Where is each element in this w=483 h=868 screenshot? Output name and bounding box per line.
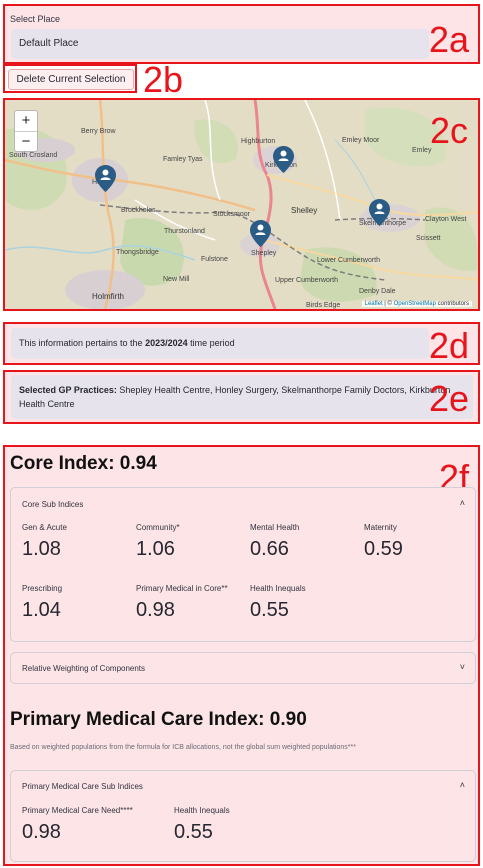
map-label: Scissett — [416, 235, 441, 242]
attribution-separator: | © — [382, 301, 394, 307]
metric-maternity: Maternity 0.59 — [364, 523, 403, 561]
map-label: Holmfirth — [92, 292, 125, 301]
map-tiles — [5, 100, 478, 309]
map-zoom-control: + − — [14, 110, 38, 152]
metric-value: 0.55 — [174, 821, 213, 843]
map-label: Upper Cumberworth — [275, 277, 339, 284]
map-section[interactable]: + − Berry Brow South Crosland Highburton… — [3, 98, 480, 311]
map-label: South Crosland — [9, 152, 58, 159]
map-pin-person-icon[interactable] — [273, 146, 294, 173]
indices-section: Core Index: 0.94 2f Core Sub Indices ˄ G… — [3, 445, 480, 866]
chevron-up-icon[interactable]: ˄ — [459, 498, 465, 508]
metric-pmc-health-inequals: Health Inequals 0.55 — [174, 806, 230, 844]
primary-medical-care-note: Based on weighted populations from the f… — [10, 744, 356, 751]
metric-label: Mental Health — [250, 523, 300, 532]
chevron-down-icon[interactable]: ˅ — [459, 662, 465, 672]
map-label: Shelley — [291, 206, 318, 215]
map-label: Shepley — [251, 250, 277, 257]
map-label: New Mill — [163, 276, 190, 283]
metric-community: Community* 1.06 — [136, 523, 180, 561]
core-index-title: Core Index: 0.94 — [10, 453, 157, 474]
metric-mental-health: Mental Health 0.66 — [250, 523, 299, 561]
metric-gen-acute: Gen & Acute 1.08 — [22, 523, 67, 561]
map-label: Thurstonland — [164, 228, 205, 235]
attribution-suffix: contributors — [435, 301, 469, 307]
section-tag-2d: 2d — [428, 325, 469, 366]
metric-label: Gen & Acute — [22, 523, 67, 532]
map-label: Stocksmoor — [213, 211, 250, 218]
pmc-sub-indices-expander: Primary Medical Care Sub Indices ˄ Prima… — [10, 770, 476, 862]
core-sub-indices-header[interactable]: Core Sub Indices — [22, 500, 84, 509]
primary-medical-care-index-title: Primary Medical Care Index: 0.90 — [10, 709, 307, 730]
metric-value: 0.98 — [136, 599, 175, 621]
map-pin-person-icon[interactable] — [95, 165, 116, 192]
map-pin-person-icon[interactable] — [369, 199, 390, 226]
map-label: Birds Edge — [306, 302, 341, 309]
map-label: Fulstone — [201, 256, 228, 263]
map-label: Berry Brow — [81, 128, 116, 135]
metric-label: Maternity — [364, 523, 397, 532]
metric-prescribing: Prescribing 1.04 — [22, 584, 62, 622]
delete-current-selection-button[interactable]: Delete Current Selection — [8, 69, 134, 90]
time-period-prefix: This information pertains to the — [19, 338, 146, 348]
relative-weighting-header[interactable]: Relative Weighting of Components — [22, 664, 146, 673]
metric-label: Prescribing — [22, 584, 63, 593]
map-label: Clayton West — [425, 216, 467, 223]
map-pin-person-icon[interactable] — [250, 220, 271, 247]
metric-value: 1.04 — [22, 599, 61, 621]
select-place-label: Select Place — [10, 14, 61, 24]
section-tag-2e: 2e — [428, 378, 469, 419]
pmc-sub-indices-header[interactable]: Primary Medical Care Sub Indices — [22, 782, 143, 791]
leaflet-link[interactable]: Leaflet — [364, 301, 383, 307]
map-label: Emley — [412, 147, 432, 154]
select-place-dropdown[interactable]: Default Place — [11, 29, 429, 59]
osm-link[interactable]: OpenStreetMap — [393, 301, 436, 307]
map-label: Denby Dale — [359, 288, 396, 295]
metric-health-inequals: Health Inequals 0.55 — [250, 584, 306, 622]
chevron-up-icon[interactable]: ˄ — [459, 780, 465, 790]
metric-label: Primary Medical in Core** — [136, 584, 228, 593]
selected-practices-section: Selected GP Practices: Shepley Health Ce… — [3, 370, 480, 424]
time-period-section: This information pertains to the 2023/20… — [3, 322, 480, 365]
map-label: Famley Tyas — [163, 156, 203, 163]
metric-label: Primary Medical Care Need**** — [22, 806, 133, 815]
core-sub-indices-expander: Core Sub Indices ˄ Gen & Acute 1.08 Commu… — [10, 487, 476, 642]
metric-value: 0.66 — [250, 538, 289, 560]
time-period-value: 2023/2024 — [145, 338, 188, 348]
metric-label: Health Inequals — [250, 584, 306, 593]
metric-label: Community* — [136, 523, 180, 532]
map-attribution: Leaflet | © OpenStreetMap contributors — [361, 301, 472, 307]
select-place-section: Select Place Default Place 2a — [3, 4, 480, 64]
selected-practices-value: Shepley Health Centre, Honley Surgery, S… — [19, 385, 451, 409]
section-tag-2c: 2c — [429, 110, 468, 151]
metric-value: 0.55 — [250, 599, 289, 621]
map-label: Highburton — [241, 138, 276, 145]
selected-practices-info: Selected GP Practices: Shepley Health Ce… — [11, 375, 473, 419]
metric-primary-medical-in-core: Primary Medical in Core** 0.98 — [136, 584, 228, 622]
section-tag-2a: 2a — [428, 19, 469, 60]
map-label: Skelmanthorpe — [359, 220, 407, 227]
delete-selection-section: Delete Current Selection — [3, 64, 137, 93]
metric-primary-medical-care-need: Primary Medical Care Need**** 0.98 — [22, 806, 133, 844]
metric-value: 1.06 — [136, 538, 175, 560]
metric-value: 1.08 — [22, 538, 61, 560]
relative-weighting-expander[interactable]: Relative Weighting of Components ˅ — [10, 652, 476, 684]
selected-practices-label: Selected GP Practices: — [19, 385, 117, 395]
time-period-info: This information pertains to the 2023/20… — [11, 328, 429, 359]
time-period-suffix: time period — [187, 338, 235, 348]
metric-label: Health Inequals — [174, 806, 230, 815]
map-label: Thongsbridge — [116, 249, 159, 256]
map-label: Emley Moor — [342, 137, 380, 144]
map-label: Brockholes — [121, 207, 156, 214]
metric-value: 0.98 — [22, 821, 61, 843]
section-tag-2b: 2b — [143, 59, 184, 100]
metric-value: 0.59 — [364, 538, 403, 560]
zoom-in-button[interactable]: + — [21, 112, 31, 129]
map-label: Lower Cumberworth — [317, 257, 381, 264]
zoom-out-button[interactable]: − — [15, 131, 37, 151]
